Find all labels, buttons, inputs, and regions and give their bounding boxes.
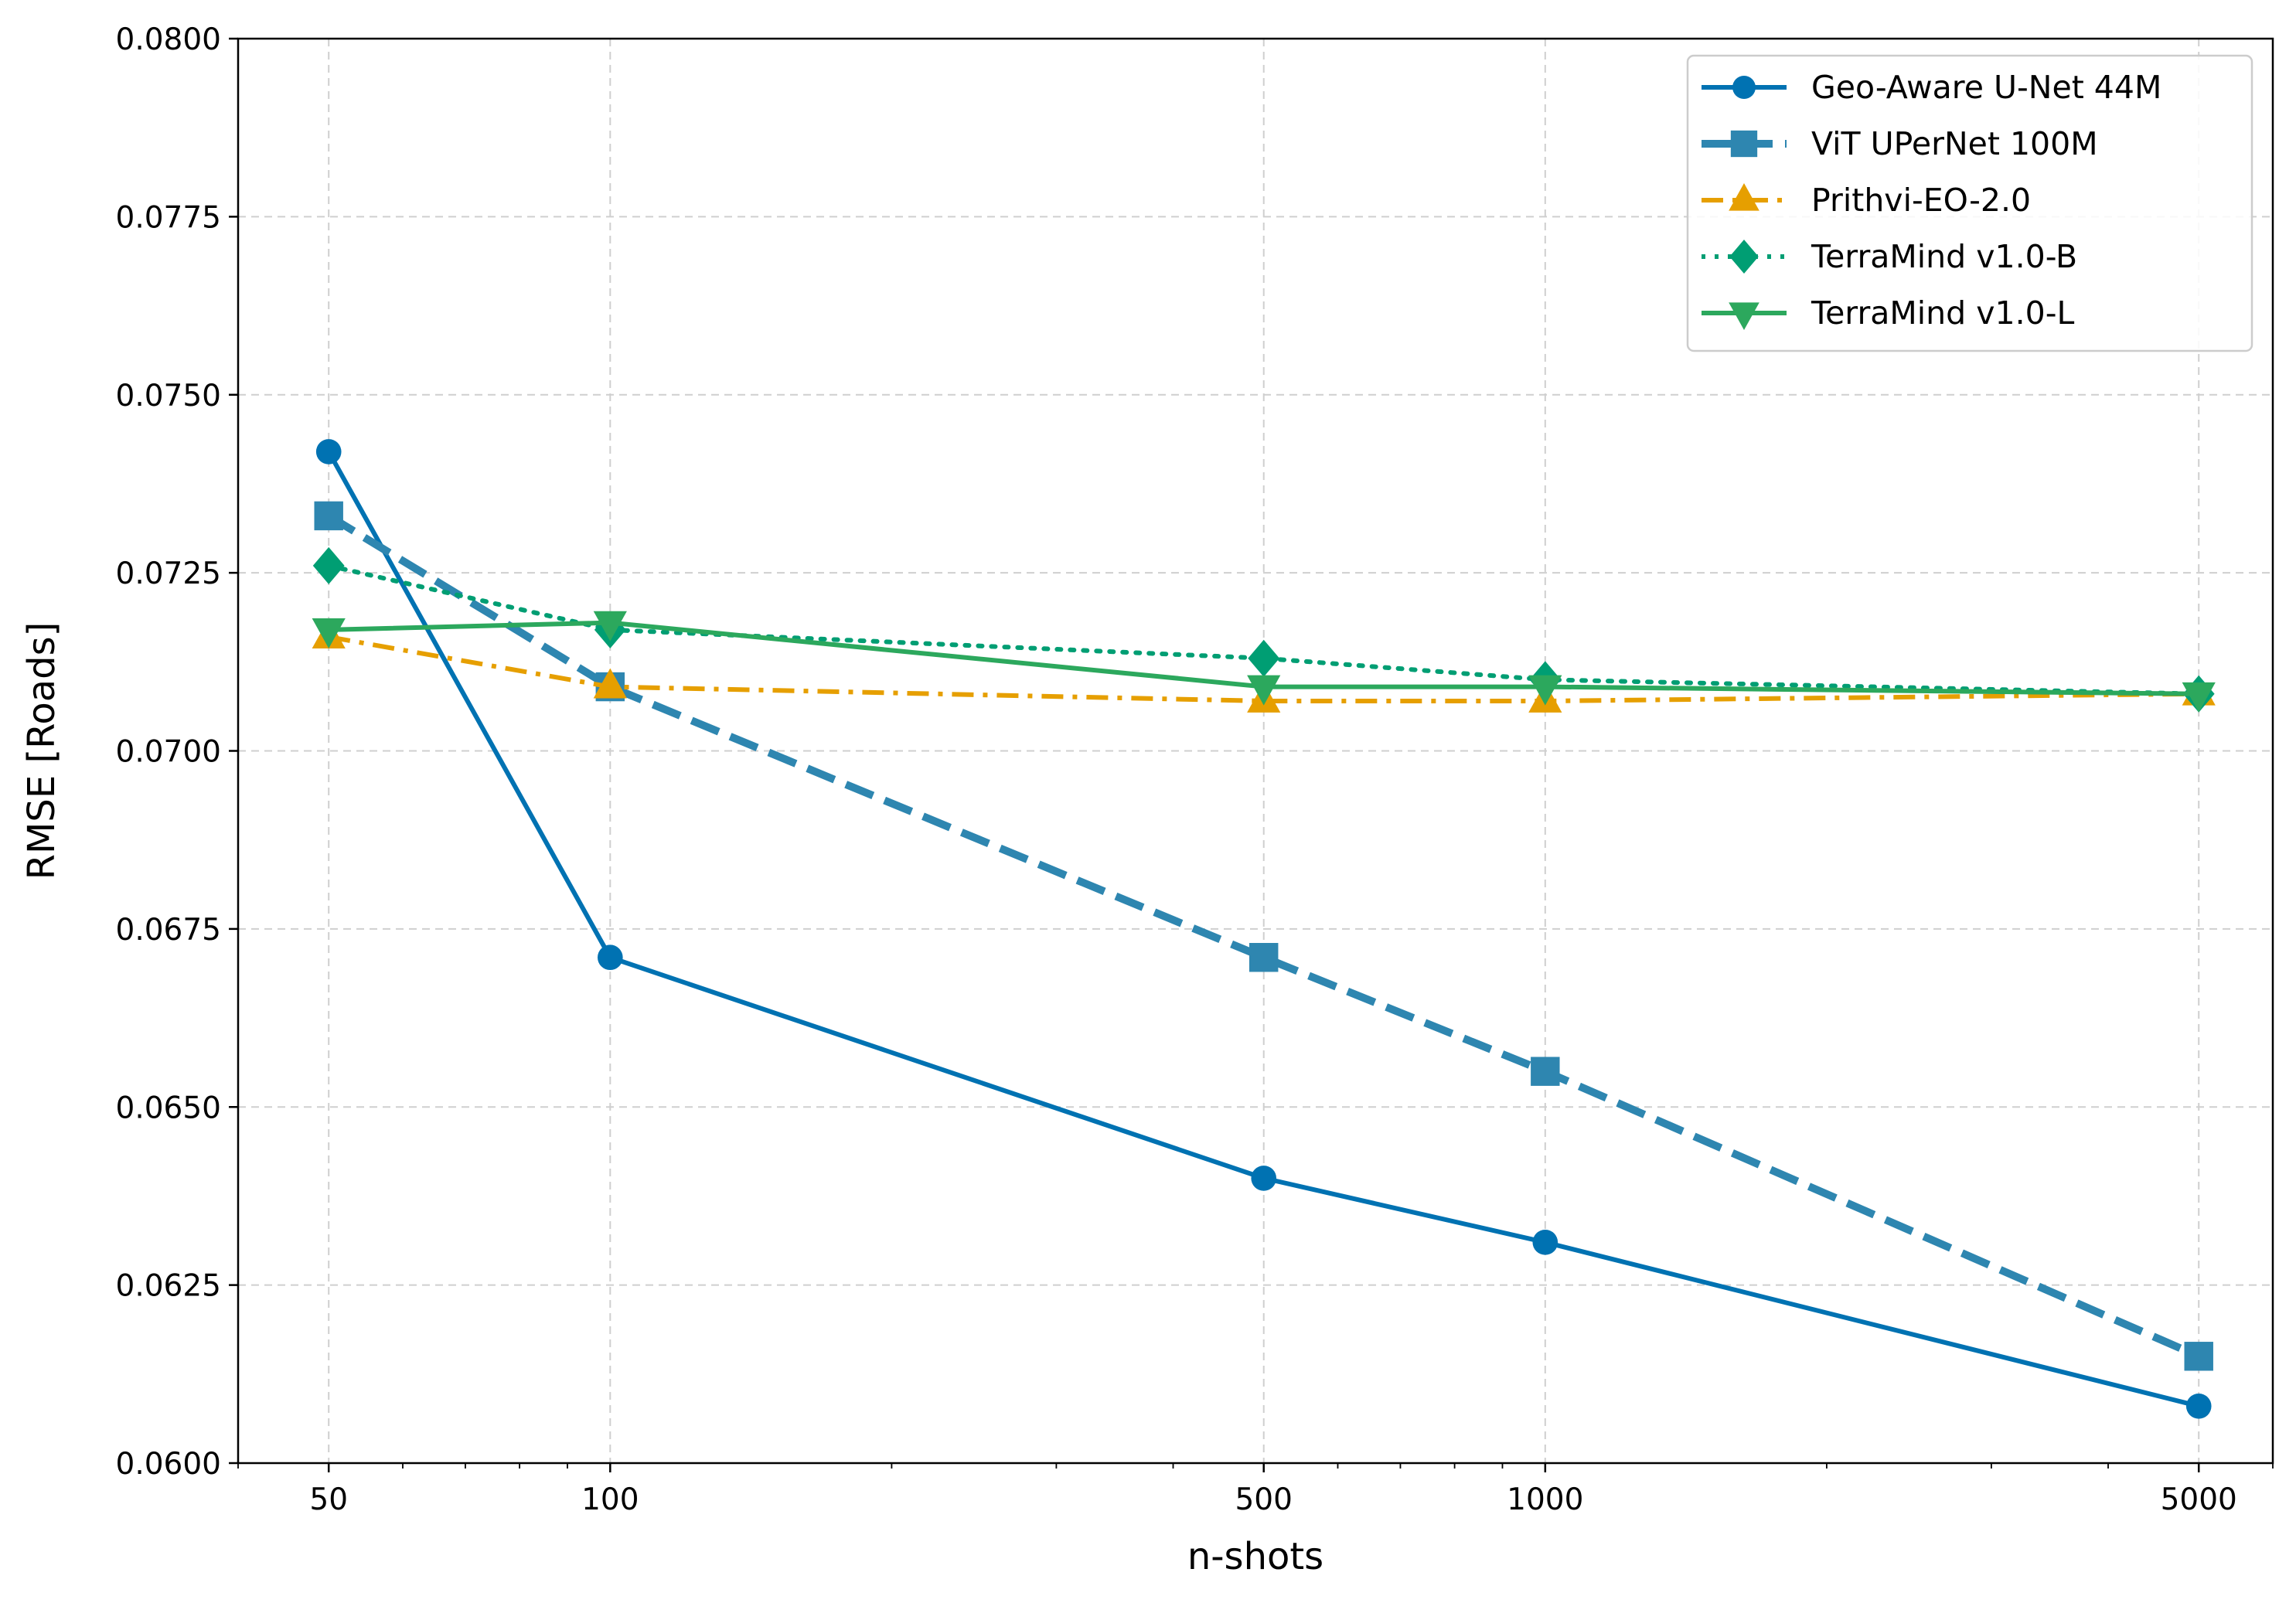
series-terramind-v1-0-l [312, 611, 2216, 713]
y-tick-label: 0.0675 [116, 913, 221, 948]
data-point [315, 439, 342, 465]
y-tick-label: 0.0700 [116, 735, 221, 770]
data-point [597, 944, 623, 971]
data-point [593, 611, 627, 642]
y-tick-label: 0.0800 [116, 22, 221, 57]
data-point [593, 668, 627, 699]
data-point [1247, 675, 1281, 706]
legend-marker [1729, 302, 1759, 330]
data-point [312, 546, 345, 584]
data-point [1531, 1057, 1560, 1086]
legend-item: TerraMind v1.0-B [1702, 238, 2077, 275]
legend-label: TerraMind v1.0-L [1811, 294, 2074, 332]
legend-item: TerraMind v1.0-L [1702, 294, 2074, 332]
data-point [2185, 1393, 2212, 1419]
data-point [2184, 1342, 2213, 1371]
legend-marker [1732, 76, 1756, 99]
data-point [1532, 1230, 1558, 1255]
data-point [1248, 639, 1280, 677]
legend-box [1686, 54, 2253, 352]
legend-item: Geo-Aware U-Net 44M [1702, 69, 2161, 106]
legend: Geo-Aware U-Net 44M ViT UPerNet 100M Prith… [1686, 54, 2253, 352]
data-point [1251, 1166, 1277, 1191]
x-tick-label: 5000 [2161, 1482, 2237, 1517]
series-line [328, 635, 2199, 703]
data-point [2182, 682, 2216, 713]
legend-label: ViT UPerNet 100M [1811, 125, 2098, 162]
series-group [312, 439, 2216, 1419]
y-tick-label: 0.0725 [116, 556, 221, 591]
x-axis-title: n-shots [1187, 1535, 1323, 1578]
data-point [314, 501, 343, 531]
y-axis-title: RMSE [Roads] [20, 622, 63, 880]
series-geo-aware-u-net-44m [315, 439, 2212, 1419]
grid-lines [238, 38, 2273, 1464]
y-tick-label: 0.0650 [116, 1091, 221, 1125]
series-line [326, 512, 2201, 1360]
x-tick-label: 50 [309, 1482, 348, 1517]
legend-marker [1729, 240, 1759, 274]
legend-item: Prithvi-EO-2.0 [1702, 182, 2031, 219]
y-tick-label: 0.0625 [116, 1269, 221, 1304]
axis-ticks: 0.0600 0.0625 0.0650 0.0675 0.0700 0.0725 0.07… [116, 22, 2274, 1517]
x-tick-label: 500 [1235, 1482, 1292, 1517]
legend-label: Geo-Aware U-Net 44M [1811, 69, 2161, 106]
legend-label: Prithvi-EO-2.0 [1811, 182, 2031, 219]
legend-item: ViT UPerNet 100M [1702, 125, 2098, 162]
legend-marker [1730, 130, 1758, 158]
y-tick-label: 0.0775 [116, 200, 221, 235]
legend-label: TerraMind v1.0-B [1811, 238, 2077, 275]
data-point [1528, 675, 1562, 706]
y-tick-label: 0.0600 [116, 1447, 221, 1482]
data-point [1249, 943, 1279, 972]
x-tick-label: 100 [581, 1482, 639, 1517]
data-point [312, 618, 346, 648]
legend-marker [1729, 183, 1759, 211]
y-tick-label: 0.0750 [116, 379, 221, 414]
x-tick-label: 1000 [1507, 1482, 1583, 1517]
